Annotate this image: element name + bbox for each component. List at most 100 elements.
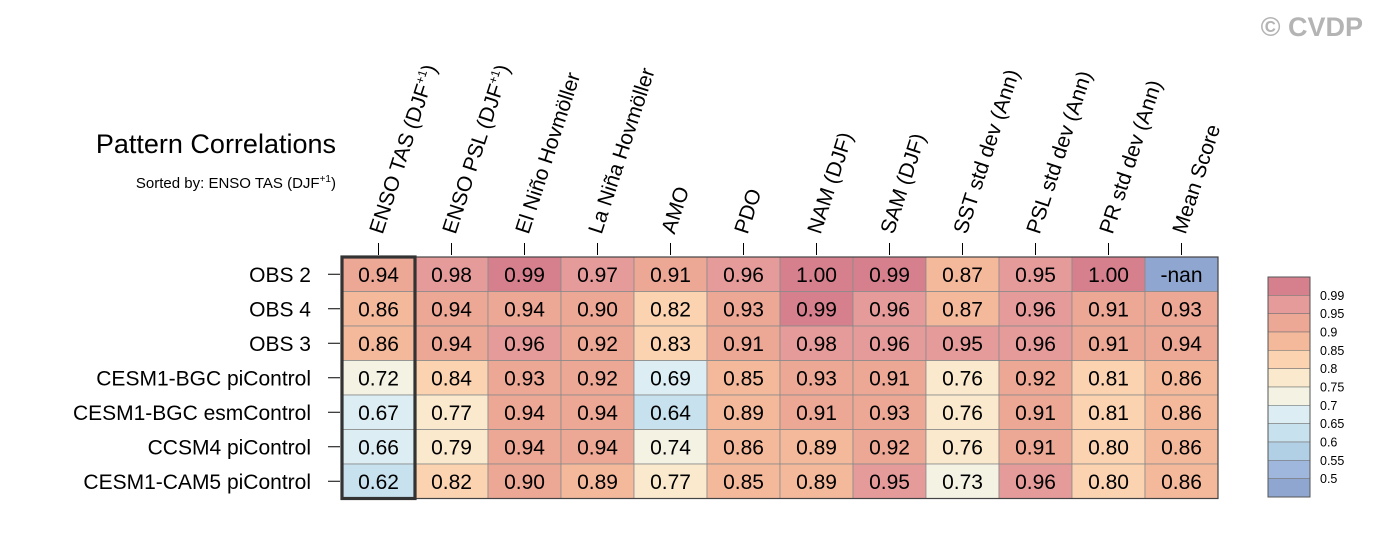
colorbar-label: 0.6 bbox=[1320, 436, 1337, 450]
copyright-credit: © CVDP bbox=[1261, 12, 1363, 42]
cell-value: 0.94 bbox=[504, 402, 545, 425]
cell-value: 0.94 bbox=[504, 436, 545, 459]
cell-value: 0.91 bbox=[1015, 402, 1056, 425]
row-labels: OBS 2 OBS 4 OBS 3 CESM1-BGC piControl CESM1-… bbox=[73, 264, 340, 494]
cell-value: 0.66 bbox=[358, 436, 399, 459]
column-label: NAM (DJF) bbox=[803, 130, 857, 237]
cell-value: 0.95 bbox=[869, 471, 910, 494]
heatmap-cell bbox=[487, 325, 562, 361]
cell-value: 0.86 bbox=[1161, 402, 1202, 425]
heatmap-cell bbox=[1071, 325, 1146, 361]
row-label: CCSM4 piControl bbox=[148, 436, 311, 459]
colorbar-label: 0.7 bbox=[1320, 399, 1337, 413]
heatmap-cell bbox=[560, 394, 635, 430]
chart-subtitle: Sorted by: ENSO TAS (DJF+1) bbox=[136, 174, 336, 192]
cell-value: -nan bbox=[1160, 264, 1202, 287]
column-labels: ENSO TAS (DJF+1)ENSO PSL (DJF+1)El Niño … bbox=[365, 61, 1225, 255]
cell-value: 0.93 bbox=[504, 367, 545, 390]
cell-value: 0.95 bbox=[1015, 264, 1056, 287]
cell-value: 0.80 bbox=[1088, 436, 1129, 459]
cell-value: 0.96 bbox=[869, 333, 910, 356]
cell-value: 0.64 bbox=[650, 402, 691, 425]
heatmap-cell bbox=[1071, 360, 1146, 396]
cell-value: 0.89 bbox=[796, 436, 837, 459]
colorbar-swatch bbox=[1267, 331, 1311, 351]
heatmap-cell bbox=[487, 291, 562, 327]
cell-value: 0.93 bbox=[869, 402, 910, 425]
heatmap-cell bbox=[852, 429, 927, 465]
cell-value: 0.96 bbox=[504, 333, 545, 356]
row-label: OBS 4 bbox=[249, 298, 311, 321]
cell-value: 0.93 bbox=[1161, 298, 1202, 321]
chart-title: Pattern Correlations bbox=[96, 129, 336, 159]
sorted-column-highlight bbox=[340, 255, 417, 501]
colorbar-frame bbox=[1267, 276, 1311, 498]
cell-value: 1.00 bbox=[1088, 264, 1129, 287]
cell-value: 0.67 bbox=[358, 402, 399, 425]
cell-value: 0.99 bbox=[869, 264, 910, 287]
colorbar-swatch bbox=[1267, 295, 1311, 314]
cell-value: 0.87 bbox=[942, 264, 983, 287]
cell-value: 0.77 bbox=[650, 471, 691, 494]
subtitle-suffix: ) bbox=[331, 175, 336, 192]
cell-value: 0.87 bbox=[942, 298, 983, 321]
heatmap-cell bbox=[1144, 360, 1219, 396]
heatmap-cell bbox=[1071, 394, 1146, 430]
heatmap-cell bbox=[560, 256, 635, 292]
colorbar-swatch bbox=[1267, 423, 1311, 443]
column-label: PSL std dev (Ann) bbox=[1022, 68, 1096, 236]
cell-value: 0.96 bbox=[1015, 333, 1056, 356]
heatmap-cell bbox=[998, 394, 1073, 430]
cell-value: 0.98 bbox=[431, 264, 472, 287]
colorbar-swatch bbox=[1267, 368, 1311, 388]
heatmap-cell bbox=[925, 463, 1000, 499]
cell-value: 0.76 bbox=[942, 402, 983, 425]
heatmap-cell bbox=[414, 394, 489, 430]
cell-value: 0.91 bbox=[650, 264, 691, 287]
heatmap-cell bbox=[487, 360, 562, 396]
cell-value: 0.73 bbox=[942, 471, 983, 494]
cell-value: 0.81 bbox=[1088, 402, 1129, 425]
heatmap-cell bbox=[779, 256, 854, 292]
colorbar-label: 0.95 bbox=[1320, 307, 1344, 321]
colorbar-swatch bbox=[1267, 386, 1311, 406]
column-label: El Niño Hovmöller bbox=[511, 70, 585, 237]
colorbar-swatch bbox=[1267, 441, 1311, 461]
column-label: Mean Score bbox=[1168, 122, 1225, 237]
heatmap-cell bbox=[925, 256, 1000, 292]
column-label: ENSO PSL (DJF+1) bbox=[437, 61, 514, 236]
column-label: SST std dev (Ann) bbox=[949, 67, 1024, 237]
cell-value: 0.91 bbox=[796, 402, 837, 425]
cell-value: 0.86 bbox=[723, 436, 764, 459]
heatmap-cell bbox=[414, 360, 489, 396]
cell-value: 0.91 bbox=[869, 367, 910, 390]
heatmap-cell bbox=[925, 325, 1000, 361]
colorbar-swatch bbox=[1267, 313, 1311, 333]
heatmap-cell bbox=[998, 360, 1073, 396]
heatmap-cell bbox=[341, 394, 416, 430]
cell-value: 0.90 bbox=[504, 471, 545, 494]
heatmap-cell bbox=[414, 291, 489, 327]
column-label: AMO bbox=[657, 184, 694, 237]
heatmap-cell bbox=[1071, 429, 1146, 465]
cell-value: 0.96 bbox=[1015, 298, 1056, 321]
cell-value: 0.91 bbox=[1015, 436, 1056, 459]
cell-value: 0.96 bbox=[869, 298, 910, 321]
heatmap-cell bbox=[998, 325, 1073, 361]
colorbar: 0.99 0.95 0.9 0.85 0.8 0.75 0.7 0.65 0.6 0.55 0.5 bbox=[1267, 276, 1344, 498]
column-label: SAM (DJF) bbox=[876, 131, 930, 237]
cell-value: 0.76 bbox=[942, 436, 983, 459]
cell-value: 0.83 bbox=[650, 333, 691, 356]
cell-value: 0.97 bbox=[577, 264, 618, 287]
cell-value: 0.92 bbox=[577, 367, 618, 390]
row-label: CESM1-BGC esmControl bbox=[73, 402, 311, 425]
heatmap-cell bbox=[487, 429, 562, 465]
colorbar-swatch bbox=[1267, 350, 1311, 369]
row-label: CESM1-BGC piControl bbox=[96, 367, 311, 390]
cell-value: 0.86 bbox=[1161, 471, 1202, 494]
cell-value: 0.99 bbox=[796, 298, 837, 321]
cell-value: 0.85 bbox=[723, 471, 764, 494]
row-label: OBS 3 bbox=[249, 333, 311, 356]
heatmap-cell bbox=[779, 429, 854, 465]
cell-value: 0.91 bbox=[1088, 298, 1129, 321]
